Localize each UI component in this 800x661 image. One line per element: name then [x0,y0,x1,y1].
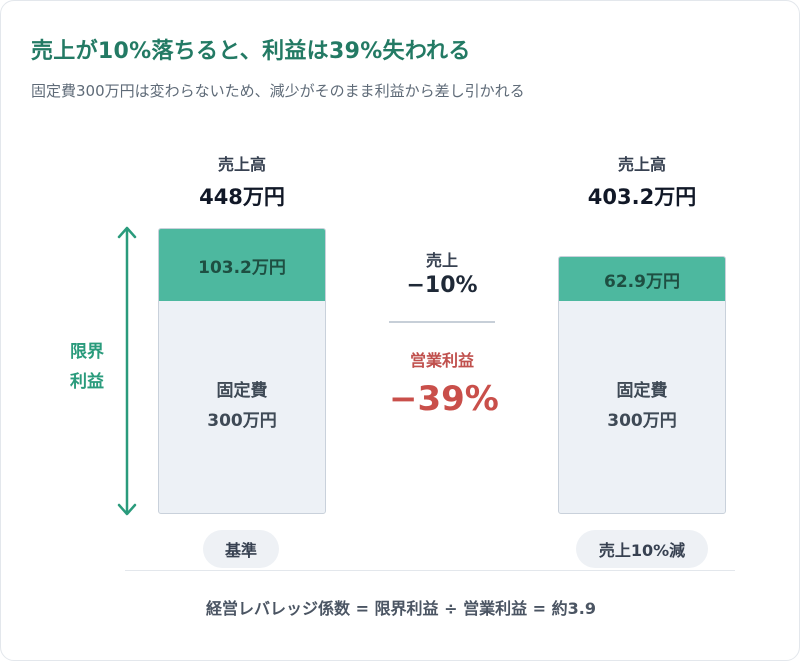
page-title: 売上が10%落ちると、利益は39%失われる [31,39,471,64]
right-sales-label: 売上高 [617,155,666,174]
divider [389,321,495,323]
right-sales-header: 売上高 403.2万円 [532,151,752,211]
sales-decline-tag: 売上10%減 [576,530,708,568]
right-margin-segment: 62.9万円 [559,257,725,301]
left-sales-label: 売上高 [217,155,266,174]
right-margin-value: 62.9万円 [604,271,680,292]
marginal-profit-label-line1: 限界 [70,342,104,362]
left-bar: 103.2万円 固定費 300万円 [158,228,326,514]
marginal-profit-arrow-icon [115,225,139,517]
baseline-tag: 基準 [203,530,279,568]
page-subtitle: 固定費300万円は変わらないため、減少がそのまま利益から差し引かれる [31,82,525,100]
right-fixed-label: 固定費 [616,381,668,401]
left-sales-header: 売上高 448万円 [132,151,352,211]
left-margin-segment: 103.2万円 [159,229,325,301]
left-fixed-segment: 固定費 300万円 [159,299,325,513]
operating-profit-label: 営業利益 [409,351,474,370]
left-fixed-label: 固定費 [216,381,268,401]
footer-divider [125,570,735,571]
left-margin-value: 103.2万円 [198,257,286,278]
right-fixed-segment: 固定費 300万円 [559,299,725,513]
right-fixed-value: 300万円 [607,411,677,431]
sales-change-label: 売上 [425,251,458,270]
sales-change-value: −10% [406,273,478,298]
marginal-profit-label: 限界 利益 [67,337,107,397]
right-sales-value: 403.2万円 [587,185,697,209]
marginal-profit-label-line2: 利益 [70,372,104,392]
right-bar: 62.9万円 固定費 300万円 [558,256,726,514]
leverage-formula: 経営レバレッジ係数 = 限界利益 ÷ 営業利益 = 約3.9 [206,599,596,618]
left-fixed-value: 300万円 [207,411,277,431]
left-sales-value: 448万円 [199,185,285,209]
operating-profit-change: −39% [389,379,499,419]
